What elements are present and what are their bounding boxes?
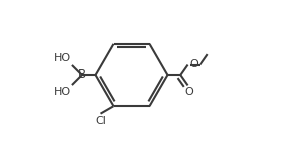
Text: Cl: Cl <box>95 116 106 126</box>
Text: HO: HO <box>54 53 71 63</box>
Text: O: O <box>184 87 193 97</box>
Text: HO: HO <box>54 87 71 97</box>
Text: B: B <box>78 69 86 81</box>
Text: O: O <box>189 59 198 69</box>
